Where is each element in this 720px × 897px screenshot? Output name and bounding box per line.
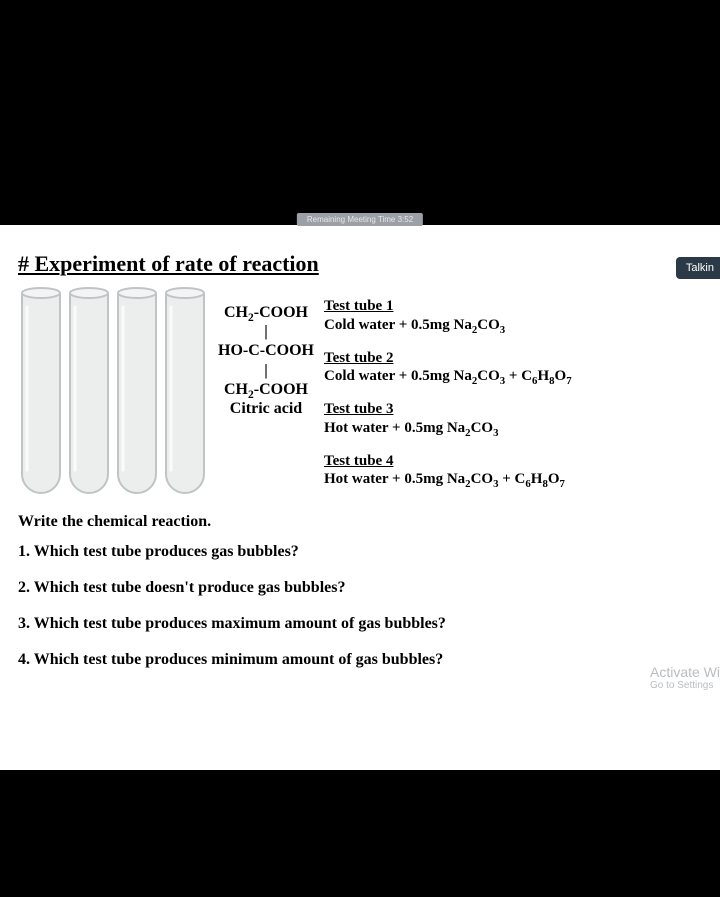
content-row: CH2-COOH | HO-C-COOH | CH2-COOH Citric a… — [18, 285, 712, 505]
tube-contents: Cold water + 0.5mg Na2CO3 — [324, 317, 505, 333]
page-title: # Experiment of rate of reaction — [18, 251, 712, 277]
watermark-line2: Go to Settings — [650, 680, 720, 691]
formula-line: HO-C-COOH — [218, 341, 314, 360]
test-tube-list: Test tube 1Cold water + 0.5mg Na2CO3Test… — [324, 297, 712, 503]
formula-name: Citric acid — [218, 399, 314, 418]
question-item: 1. Which test tube produces gas bubbles? — [18, 543, 712, 561]
formula-line: CH2-COOH — [218, 380, 314, 399]
watermark-line1: Activate Wi — [650, 665, 720, 680]
citric-acid-structure: CH2-COOH | HO-C-COOH | CH2-COOH Citric a… — [218, 303, 314, 418]
formula-bond: | — [218, 322, 314, 341]
tube-label: Test tube 2 — [324, 350, 393, 366]
tube-label: Test tube 1 — [324, 298, 393, 314]
talking-button[interactable]: Talkin — [676, 257, 720, 279]
tube-contents: Cold water + 0.5mg Na2CO3 + C6H8O7 — [324, 368, 572, 384]
tube-entry: Test tube 1 Cold water + 0.5mg Na2CO3 — [324, 297, 712, 335]
tube-entry: Test tube 4 Hot water + 0.5mg Na2CO3 + C6… — [324, 452, 712, 490]
question-item: 2. Which test tube doesn't produce gas b… — [18, 579, 712, 597]
question-list: 1. Which test tube produces gas bubbles?… — [18, 543, 712, 669]
tube-contents: Hot water + 0.5mg Na2CO3 — [324, 420, 498, 436]
slide-content: Remaining Meeting Time 3:52 Talkin # Exp… — [0, 225, 720, 770]
test-tubes-illustration — [18, 285, 208, 505]
activate-windows-watermark: Activate Wi Go to Settings — [650, 665, 720, 691]
formula-bond: | — [218, 361, 314, 380]
question-item: 4. Which test tube produces minimum amou… — [18, 651, 712, 669]
formula-line: CH2-COOH — [218, 303, 314, 322]
timer-badge: Remaining Meeting Time 3:52 — [297, 213, 423, 226]
tube-contents: Hot water + 0.5mg Na2CO3 + C6H8O7 — [324, 471, 565, 487]
instruction-text: Write the chemical reaction. — [18, 513, 712, 531]
tube-entry: Test tube 2 Cold water + 0.5mg Na2CO3 + C… — [324, 349, 712, 387]
tube-label: Test tube 4 — [324, 453, 393, 469]
tube-label: Test tube 3 — [324, 401, 393, 417]
tube-entry: Test tube 3 Hot water + 0.5mg Na2CO3 — [324, 400, 712, 438]
question-item: 3. Which test tube produces maximum amou… — [18, 615, 712, 633]
